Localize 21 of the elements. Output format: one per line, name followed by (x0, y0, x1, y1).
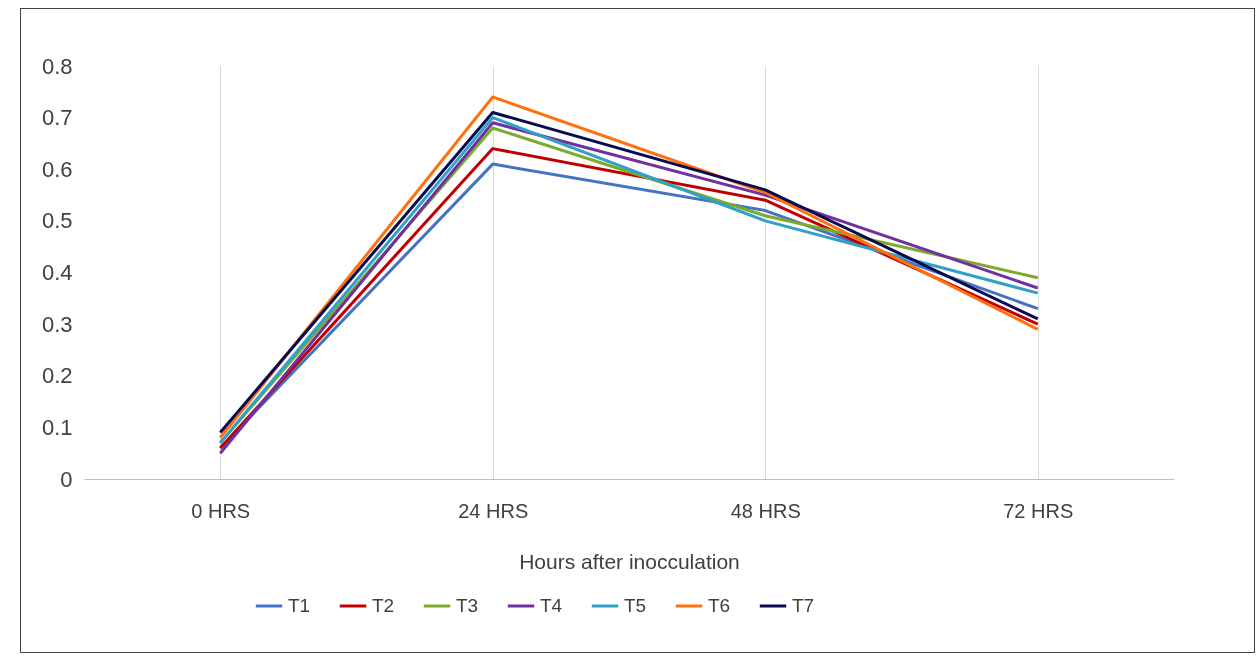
x-tick-label: 24 HRS (458, 499, 529, 522)
y-tick-label: 0.5 (41, 208, 73, 234)
y-tick-label: 0.8 (41, 53, 73, 79)
legend-label: T3 (456, 595, 479, 616)
legend-label: T1 (288, 595, 311, 616)
legend-label: T2 (372, 595, 395, 616)
legend-label: T6 (708, 595, 731, 616)
y-tick-label: 0.3 (41, 311, 73, 337)
x-tick-label: 0 HRS (191, 499, 251, 522)
x-axis-title: Hours after inocculation (519, 549, 740, 573)
legend-label: T7 (792, 595, 815, 616)
legend-label: T5 (624, 595, 647, 616)
y-tick-label: 0.7 (41, 105, 73, 131)
legend-label: T4 (540, 595, 563, 616)
y-tick-label: 0 (60, 466, 73, 492)
x-tick-label: 48 HRS (730, 499, 801, 522)
x-tick-label: 72 HRS (1003, 499, 1074, 522)
y-tick-label: 0.1 (41, 414, 73, 440)
y-tick-label: 0.2 (41, 363, 73, 389)
y-tick-label: 0.6 (41, 156, 73, 182)
y-tick-label: 0.4 (41, 260, 73, 285)
